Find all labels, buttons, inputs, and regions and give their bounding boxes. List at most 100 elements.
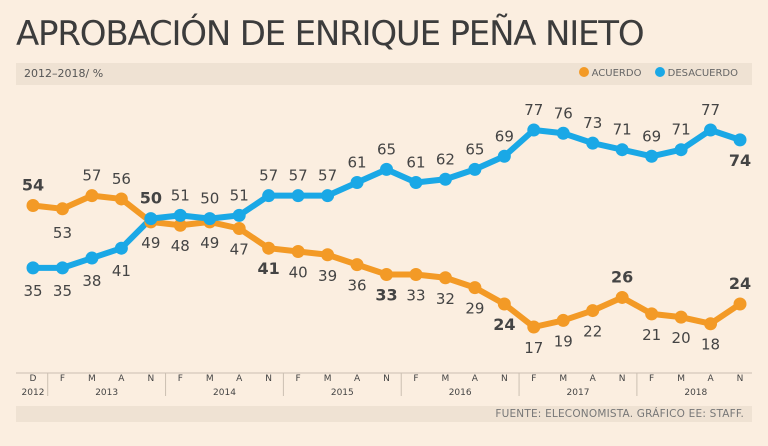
acuerdo-point <box>497 297 511 311</box>
acuerdo-point <box>615 290 629 304</box>
acuerdo-point <box>527 320 541 334</box>
desacuerdo-point <box>733 133 747 147</box>
acuerdo-data-label: 56 <box>112 170 131 188</box>
desacuerdo-point <box>262 189 276 203</box>
desacuerdo-data-label: 69 <box>495 127 514 145</box>
acuerdo-data-label: 36 <box>347 277 366 295</box>
subtitle: 2012–2018/ % <box>24 67 104 80</box>
acuerdo-data-label: 29 <box>465 300 484 318</box>
acuerdo-line <box>30 192 743 330</box>
subtitle-bar: 2012–2018/ % ACUERDO DESACUERDO <box>16 63 752 85</box>
desacuerdo-point <box>380 162 393 176</box>
source-note: FUENTE: ELECONOMISTA. GRÁFICO EE: STAFF. <box>495 408 744 420</box>
desacuerdo-point <box>438 172 452 186</box>
legend: ACUERDO DESACUERDO <box>569 67 738 79</box>
x-tick-label: F <box>531 374 536 384</box>
desacuerdo-data-label: 51 <box>171 186 190 204</box>
desacuerdo-data-label: 41 <box>112 262 131 280</box>
desacuerdo-data-label: 71 <box>672 121 691 139</box>
acuerdo-point <box>409 267 423 281</box>
desacuerdo-point <box>203 212 217 226</box>
legend-dot-desacuerdo <box>654 67 665 77</box>
desacuerdo-data-label: 65 <box>377 140 396 158</box>
acuerdo-data-label: 24 <box>493 315 515 334</box>
acuerdo-point <box>55 202 69 216</box>
desacuerdo-point <box>26 261 40 275</box>
desacuerdo-point <box>409 176 423 190</box>
acuerdo-data-label: 20 <box>672 329 691 347</box>
legend-label-acuerdo: ACUERDO <box>591 68 642 79</box>
x-tick-label: D <box>30 374 37 384</box>
acuerdo-data-label: 32 <box>436 290 455 308</box>
desacuerdo-data-label: 73 <box>583 114 602 132</box>
year-label: 2015 <box>331 388 354 398</box>
x-tick-label: F <box>413 374 418 384</box>
x-tick-label: M <box>324 374 332 384</box>
acuerdo-data-label: 33 <box>375 285 397 304</box>
acuerdo-data-label: 26 <box>611 267 633 286</box>
x-tick-label: M <box>559 374 567 384</box>
acuerdo-data-label: 21 <box>642 326 661 344</box>
desacuerdo-point <box>55 261 69 275</box>
acuerdo-point <box>232 222 246 235</box>
acuerdo-data-label: 39 <box>318 267 337 285</box>
acuerdo-point <box>674 310 688 324</box>
x-tick-label: M <box>88 374 96 384</box>
acuerdo-point <box>645 307 659 321</box>
desacuerdo-data-label: 76 <box>554 104 573 122</box>
x-tick-label: A <box>472 374 479 384</box>
acuerdo-data-label: 49 <box>141 234 160 252</box>
x-tick-label: A <box>590 374 597 384</box>
desacuerdo-point <box>497 149 511 163</box>
acuerdo-data-label: 47 <box>230 241 249 259</box>
x-tick-label: F <box>296 374 301 384</box>
year-label: 2016 <box>449 388 472 398</box>
acuerdo-point <box>291 244 305 258</box>
chart-title: APROBACIÓN DE ENRIQUE PEÑA NIETO <box>16 14 645 54</box>
acuerdo-point <box>114 192 128 206</box>
desacuerdo-data-label: 65 <box>465 140 484 158</box>
desacuerdo-data-label: 61 <box>347 154 366 172</box>
acuerdo-point <box>380 267 393 281</box>
desacuerdo-data-label: 71 <box>613 121 632 139</box>
desacuerdo-point <box>114 241 128 255</box>
desacuerdo-data-label: 51 <box>230 186 249 204</box>
acuerdo-data-label: 40 <box>289 263 308 281</box>
desacuerdo-data-label: 50 <box>200 190 219 208</box>
acuerdo-point <box>85 189 99 203</box>
x-tick-label: M <box>206 374 214 384</box>
year-label: 2012 <box>22 388 45 398</box>
desacuerdo-data-label: 77 <box>524 101 543 119</box>
acuerdo-point <box>704 317 718 331</box>
desacuerdo-data-label: 61 <box>406 154 425 172</box>
acuerdo-point <box>438 271 452 285</box>
desacuerdo-data-label: 57 <box>259 167 278 185</box>
x-tick-label: M <box>677 374 685 384</box>
desacuerdo-point <box>173 208 187 222</box>
desacuerdo-data-label: 35 <box>23 282 42 300</box>
desacuerdo-point <box>291 189 305 203</box>
acuerdo-data-label: 24 <box>729 274 751 293</box>
desacuerdo-data-label: 38 <box>82 272 101 290</box>
legend-item-acuerdo: ACUERDO <box>578 67 642 79</box>
acuerdo-point <box>262 241 276 255</box>
x-tick-label: N <box>737 374 744 384</box>
x-tick-label: A <box>236 374 243 384</box>
desacuerdo-data-label: 77 <box>701 101 720 119</box>
acuerdo-point <box>733 297 747 311</box>
desacuerdo-point <box>350 176 364 190</box>
x-tick-label: N <box>619 374 626 384</box>
desacuerdo-point <box>85 251 99 265</box>
acuerdo-point <box>321 248 335 262</box>
acuerdo-data-label: 53 <box>53 224 72 242</box>
x-tick-label: F <box>60 374 65 384</box>
x-tick-label: A <box>707 374 714 384</box>
legend-dot-acuerdo <box>578 67 589 77</box>
year-label: 2018 <box>684 388 707 398</box>
acuerdo-data-label: 48 <box>171 237 190 255</box>
acuerdo-point <box>26 199 40 213</box>
acuerdo-point <box>350 258 364 272</box>
desacuerdo-data-label: 57 <box>289 167 308 185</box>
year-label: 2013 <box>95 388 118 398</box>
